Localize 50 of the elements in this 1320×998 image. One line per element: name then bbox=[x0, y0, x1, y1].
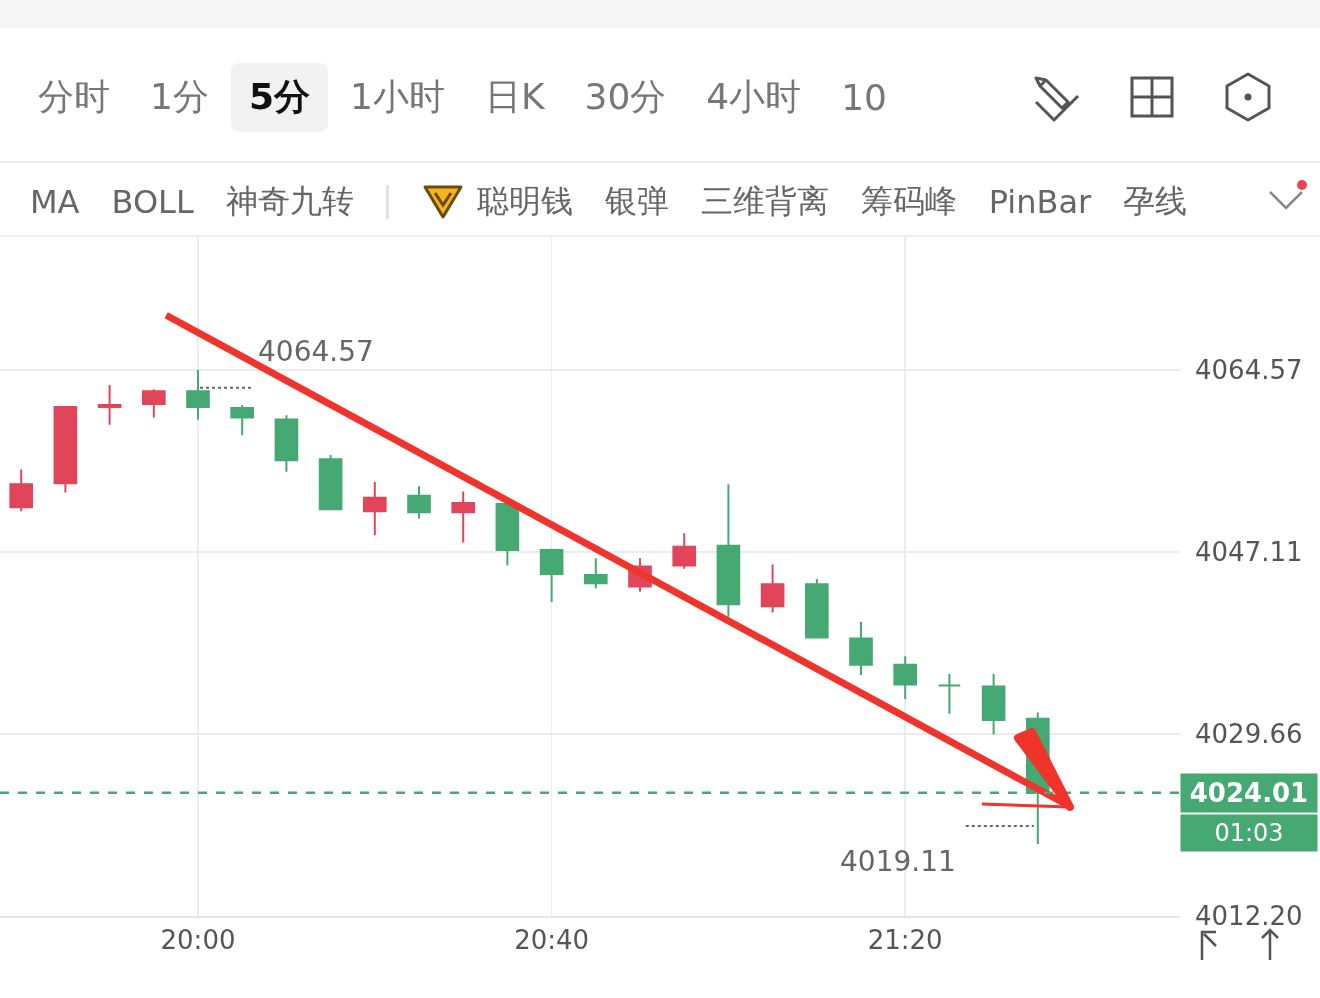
candlestick bbox=[230, 403, 255, 437]
annotation: 4019.11 bbox=[840, 845, 956, 878]
candlestick bbox=[893, 655, 918, 701]
text: 1小时 bbox=[348, 74, 446, 119]
text: 5分 bbox=[230, 62, 328, 132]
candlestick bbox=[451, 490, 476, 544]
candlestick bbox=[495, 503, 520, 567]
candlestick bbox=[937, 673, 962, 715]
text: 孕线 bbox=[1123, 181, 1188, 222]
text: 银弹 bbox=[604, 181, 669, 222]
candlestick bbox=[539, 547, 564, 604]
candlestick bbox=[186, 368, 210, 421]
text: 三维背离 bbox=[700, 181, 829, 222]
text: 分时 bbox=[37, 74, 111, 119]
y-tick-label: 4047.11 bbox=[1195, 536, 1303, 567]
text: BOLL bbox=[111, 183, 194, 221]
text: 30分 bbox=[583, 74, 668, 119]
text: 筹码峰 bbox=[860, 181, 957, 222]
candlestick bbox=[274, 414, 299, 473]
text: PinBar bbox=[988, 183, 1092, 221]
candlestick bbox=[97, 384, 122, 426]
x-tick-label: 20:00 bbox=[160, 925, 236, 956]
candlestick bbox=[760, 563, 785, 614]
text: 聪明钱 bbox=[476, 181, 573, 222]
text: 1分 bbox=[149, 74, 210, 119]
candlestick bbox=[849, 620, 873, 677]
y-tick-label: 4012.20 bbox=[1195, 901, 1303, 932]
ref-line-label: 4024.01 bbox=[1189, 778, 1309, 808]
y-tick-label: 4029.66 bbox=[1195, 718, 1303, 749]
candlestick bbox=[981, 673, 1006, 736]
candlestick bbox=[9, 468, 34, 513]
x-tick-label: 20:40 bbox=[514, 925, 590, 956]
text: 日K bbox=[483, 74, 546, 119]
text: 10 bbox=[840, 75, 888, 120]
x-tick-label: 21:20 bbox=[867, 925, 943, 956]
text: MA bbox=[30, 183, 80, 221]
candlestick bbox=[672, 532, 697, 570]
candlestick bbox=[805, 578, 829, 639]
candlestick bbox=[583, 557, 608, 590]
text: 神奇九转 bbox=[225, 181, 354, 222]
candlestick bbox=[318, 453, 343, 511]
candlestick bbox=[141, 388, 166, 419]
annotation: 4064.57 bbox=[258, 335, 374, 368]
text: 4小时 bbox=[705, 74, 803, 119]
candlestick bbox=[407, 485, 431, 520]
text: 01:03 bbox=[1214, 819, 1284, 847]
candlestick bbox=[362, 481, 387, 537]
candlestick bbox=[53, 406, 78, 494]
y-tick-label: 4064.57 bbox=[1195, 354, 1303, 385]
candlestick bbox=[716, 483, 741, 618]
